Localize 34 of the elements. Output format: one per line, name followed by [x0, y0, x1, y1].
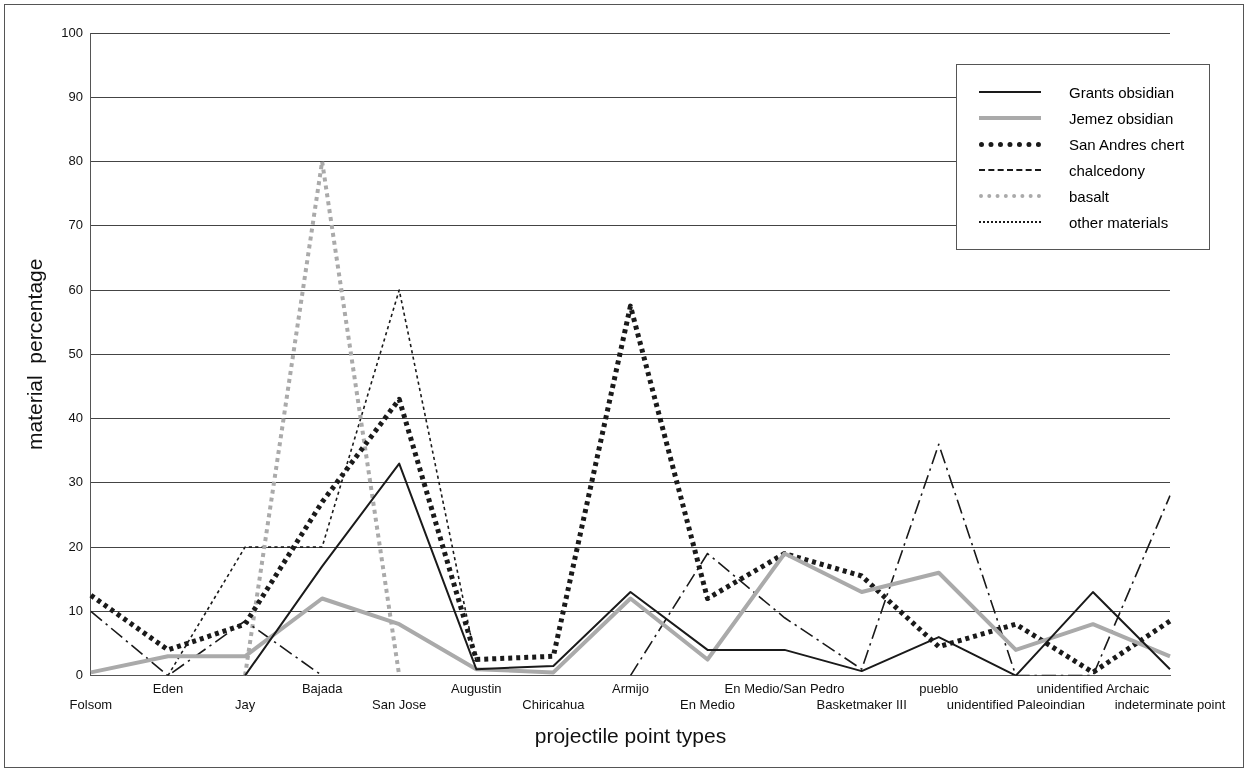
legend-label: other materials	[1069, 213, 1169, 231]
legend-label: Grants obsidian	[1069, 83, 1175, 101]
x-tick-label: unidentified Archaic	[1036, 680, 1150, 696]
x-tick-label: Jay	[234, 696, 256, 712]
y-tick-label: 70	[68, 217, 83, 233]
y-tick-label: 10	[68, 602, 83, 618]
x-tick-label: Eden	[152, 680, 184, 696]
x-tick-label: pueblo	[919, 680, 959, 696]
x-tick-label: Folsom	[69, 696, 113, 712]
y-tick-label: 90	[68, 88, 83, 104]
x-tick-label: Bajada	[301, 680, 344, 696]
x-tick-label: San Jose	[372, 696, 427, 712]
y-axis-title: material percentage	[23, 258, 47, 451]
x-tick-label: indeterminate point	[1114, 696, 1226, 712]
y-tick-label: 0	[75, 667, 83, 683]
x-tick-label: Armijo	[612, 680, 649, 696]
legend-label: San Andres chert	[1069, 135, 1185, 153]
x-tick-label: unidentified Paleoindian	[946, 696, 1085, 712]
x-axis-title: projectile point types	[534, 724, 727, 748]
x-tick-label: Chiricahua	[522, 696, 586, 712]
y-tick-label: 60	[68, 281, 83, 297]
y-tick-label: 50	[68, 345, 83, 361]
y-tick-label: 40	[68, 410, 83, 426]
x-tick-label: Augustin	[450, 680, 502, 696]
legend-label: chalcedony	[1069, 161, 1145, 179]
x-tick-label: En Medio	[680, 696, 735, 712]
x-tick-label: En Medio/San Pedro	[724, 680, 845, 696]
legend-label: basalt	[1069, 187, 1110, 205]
y-tick-label: 20	[68, 538, 83, 554]
x-tick-label: Basketmaker III	[816, 696, 907, 712]
legend-label: Jemez obsidian	[1069, 109, 1174, 127]
y-tick-label: 100	[61, 24, 83, 40]
y-tick-label: 30	[68, 474, 83, 490]
y-tick-label: 80	[68, 153, 83, 169]
